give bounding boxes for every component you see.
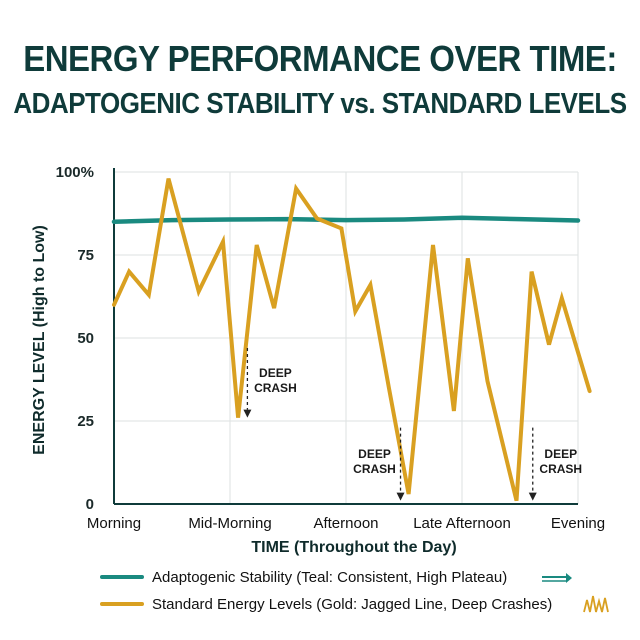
series-group [111, 178, 592, 502]
x-axis-label: TIME (Throughout the Day) [251, 539, 456, 556]
y-axis-label: ENERGY LEVEL (High to Low) [31, 225, 48, 455]
y-ticks: 100% 75 50 25 0 [56, 164, 94, 513]
series-line-adaptogenic [111, 215, 581, 225]
zigzag-icon [583, 595, 609, 613]
y-tick-label: 50 [77, 330, 94, 347]
x-tick-label: Mid-Morning [188, 515, 271, 532]
series-line-standard [112, 178, 592, 502]
legend-item-adaptogenic: Adaptogenic Stability (Teal: Consistent,… [100, 569, 572, 586]
annotation-label: CRASH [254, 381, 297, 395]
chart-subtitle: ADAPTOGENIC STABILITY vs. STANDARD LEVEL… [13, 86, 627, 120]
legend: Adaptogenic Stability (Teal: Consistent,… [100, 569, 609, 613]
annotation-label: DEEP [544, 447, 577, 461]
annotation-label: DEEP [358, 447, 391, 461]
y-tick-label: 75 [77, 247, 94, 264]
y-tick-label: 0 [86, 496, 94, 513]
annotation-label: CRASH [353, 462, 396, 476]
chart-title: ENERGY PERFORMANCE OVER TIME: [23, 38, 617, 79]
arrow-down-icon [396, 492, 405, 501]
x-tick-label: Morning [87, 515, 141, 532]
legend-label-standard: Standard Energy Levels (Gold: Jagged Lin… [152, 596, 552, 613]
x-tick-label: Evening [551, 515, 605, 532]
y-tick-label: 100% [56, 164, 94, 181]
x-tick-label: Late Afternoon [413, 515, 511, 532]
arrow-down-icon [528, 492, 537, 501]
arrow-down-icon [243, 409, 252, 418]
arrow-right-icon [542, 573, 572, 583]
legend-item-standard: Standard Energy Levels (Gold: Jagged Lin… [100, 595, 609, 613]
annotation-label: DEEP [259, 366, 292, 380]
legend-label-adaptogenic: Adaptogenic Stability (Teal: Consistent,… [152, 569, 507, 586]
x-tick-label: Afternoon [313, 515, 378, 532]
x-ticks: Morning Mid-Morning Afternoon Late Afternoo… [87, 515, 605, 532]
annotation-label: CRASH [539, 462, 582, 476]
y-tick-label: 25 [77, 413, 94, 430]
